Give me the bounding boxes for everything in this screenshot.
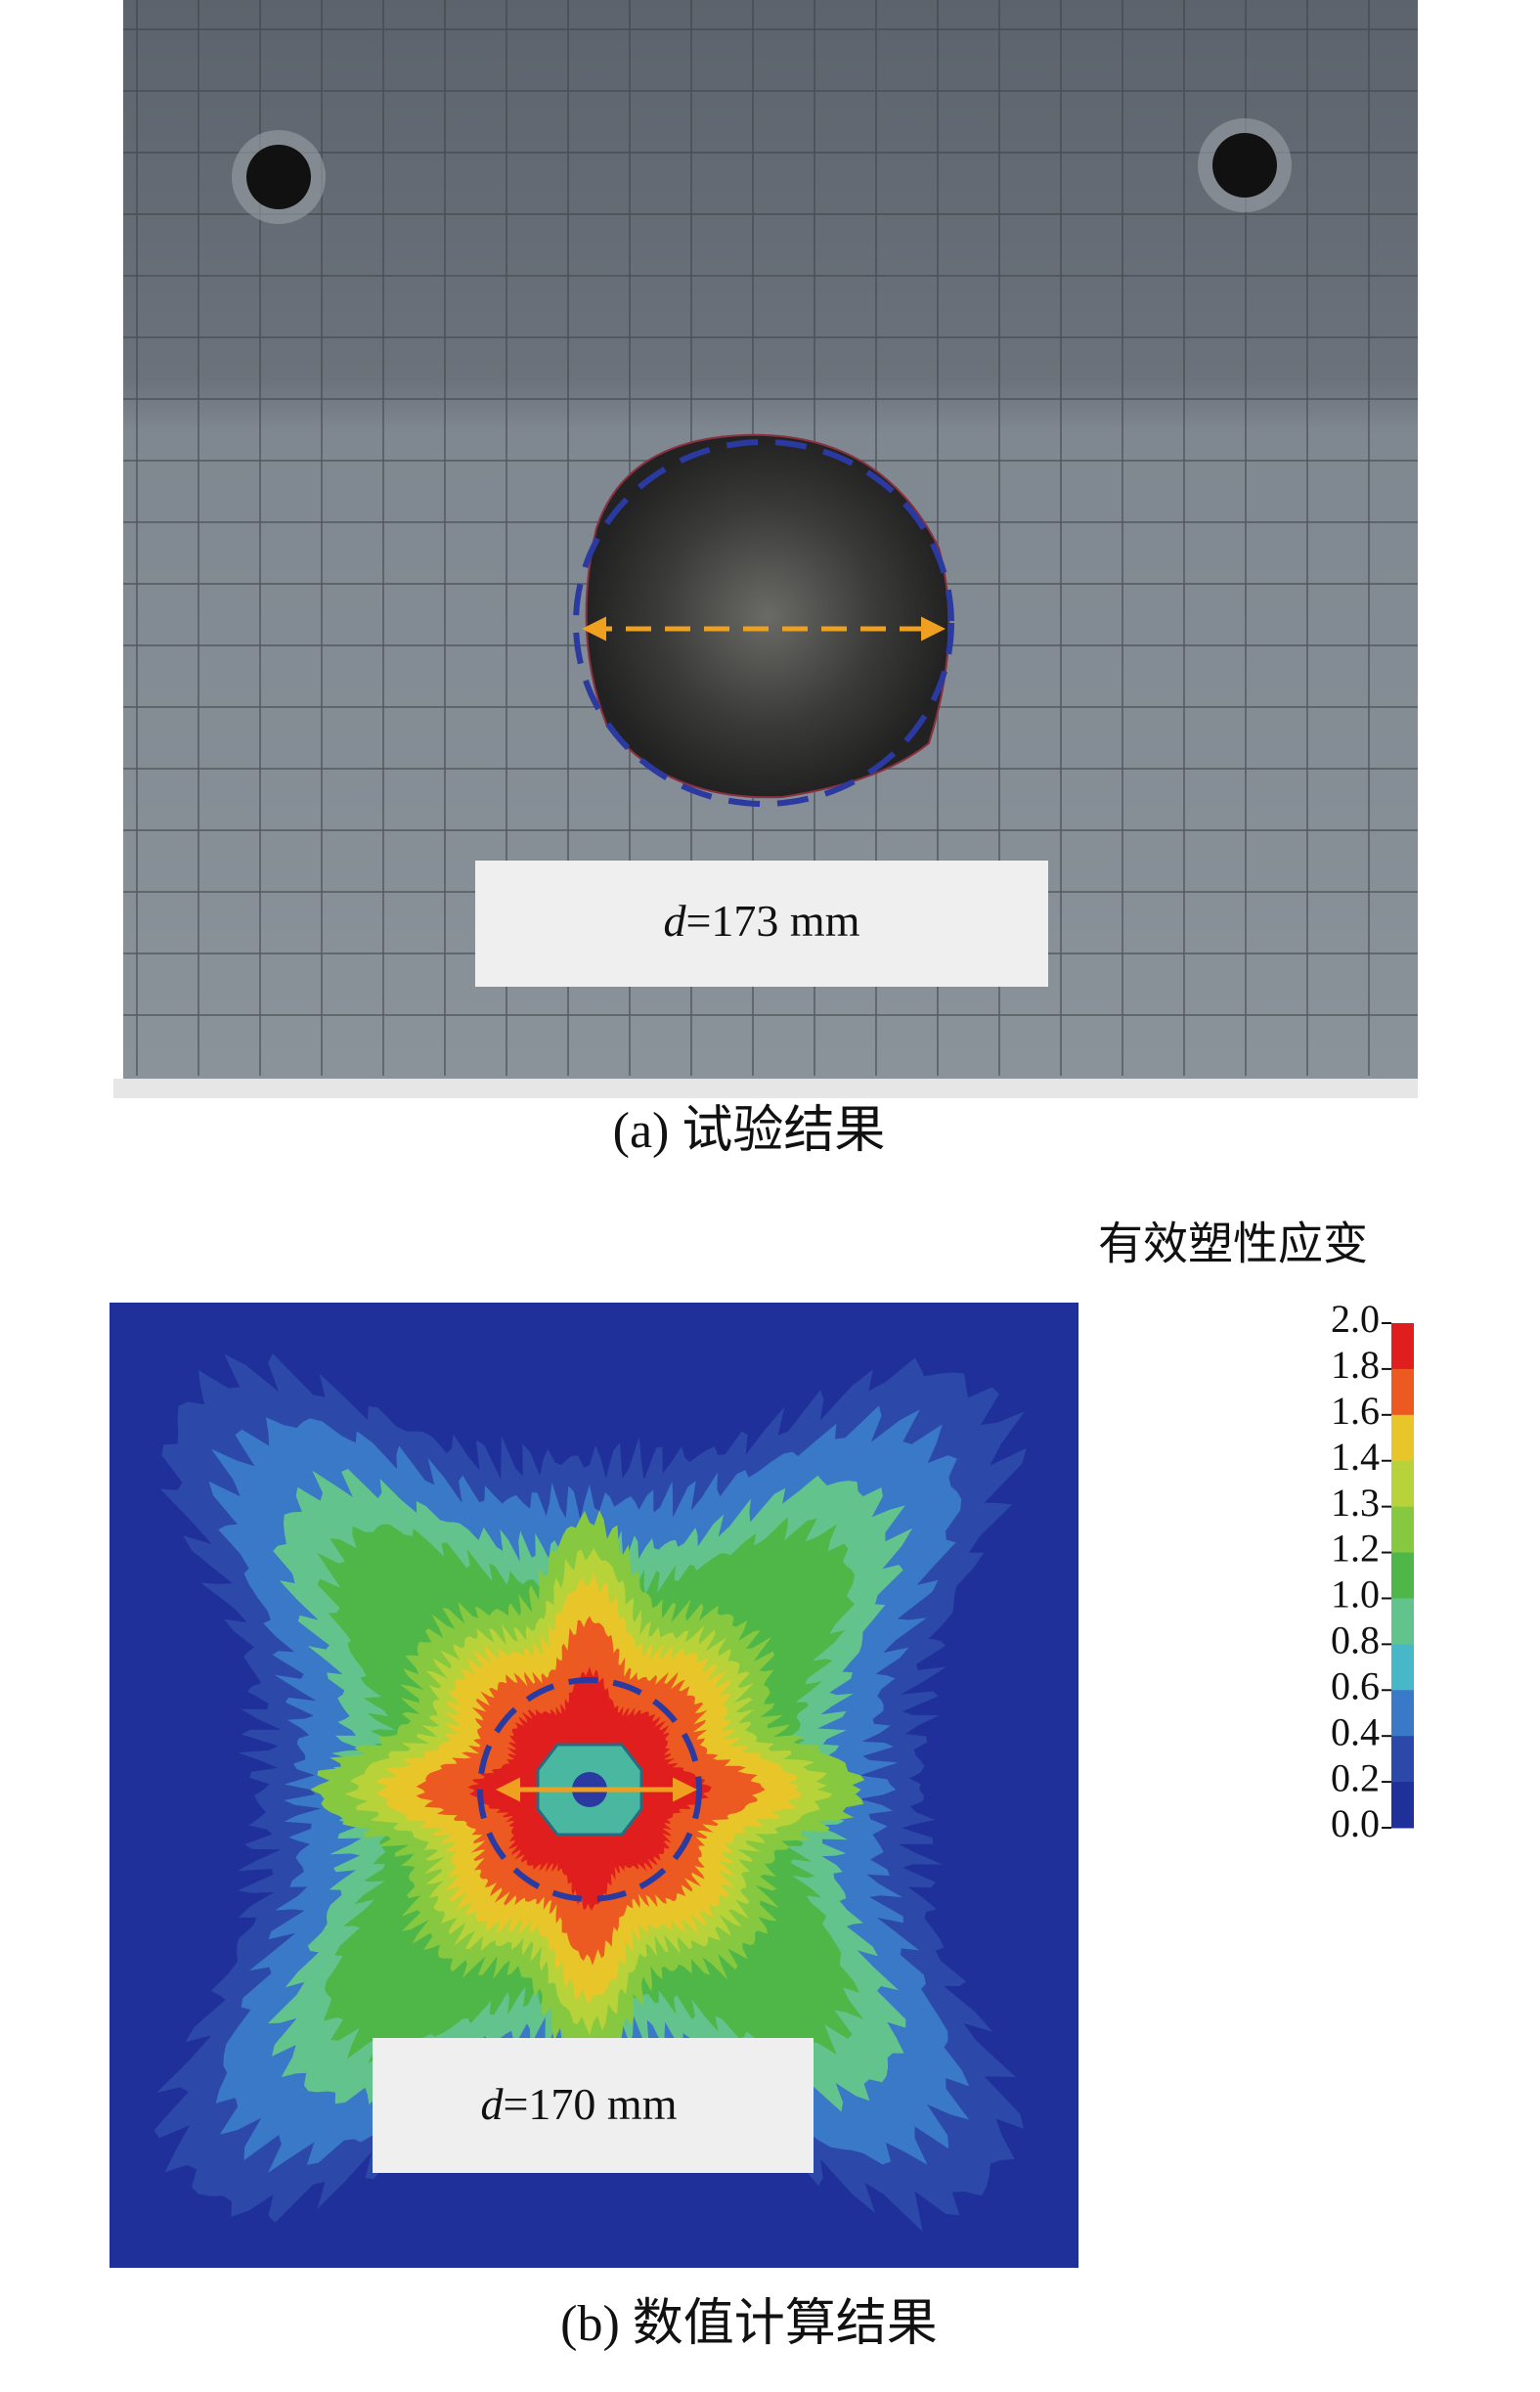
colorbar-band xyxy=(1391,1414,1414,1462)
colorbar-tick-label: 0.2 xyxy=(1331,1755,1380,1799)
colorbar-band xyxy=(1391,1506,1414,1554)
colorbar-tick-label: 1.8 xyxy=(1331,1343,1380,1387)
colorbar-tick-label: 2.0 xyxy=(1331,1297,1380,1341)
photo: d=173 mm xyxy=(113,0,1418,1098)
colorbar-band xyxy=(1391,1460,1414,1508)
colorbar-tick-label: 1.6 xyxy=(1331,1389,1380,1433)
colorbar-band xyxy=(1391,1598,1414,1645)
label-a: d=173 mm xyxy=(663,896,859,946)
colorbar-band xyxy=(1391,1368,1414,1416)
contour-overlay: d=170 mm xyxy=(373,1677,814,2173)
label-value: =170 mm xyxy=(503,2079,677,2129)
colorbar-tick-label: 1.0 xyxy=(1331,1573,1380,1617)
colorbar-band xyxy=(1391,1552,1414,1599)
colorbar-band xyxy=(1391,1323,1414,1370)
label-var: d xyxy=(480,2079,504,2129)
colorbar-band xyxy=(1391,1690,1414,1737)
colorbar-tick-label: 0.6 xyxy=(1331,1663,1380,1707)
colorbar-tick-label: 0.8 xyxy=(1331,1618,1380,1662)
label-var: d xyxy=(663,896,686,946)
colorbar-band xyxy=(1391,1782,1414,1829)
colorbar-tick-label: 1.3 xyxy=(1331,1481,1380,1525)
colorbar: 2.01.81.61.41.31.21.00.80.60.40.20.0 xyxy=(1331,1297,1414,1845)
caption-a: (a) 试验结果 xyxy=(613,1103,886,1159)
colorbar-tick-label: 1.2 xyxy=(1331,1527,1380,1571)
caption-b: (b) 数值计算结果 xyxy=(560,2296,938,2352)
colorbar-band xyxy=(1391,1644,1414,1691)
label-b: d=170 mm xyxy=(480,2079,677,2129)
label-value: =173 mm xyxy=(685,896,859,946)
colorbar-tick-label: 1.4 xyxy=(1331,1435,1380,1479)
colorbar-tick-label: 0.4 xyxy=(1331,1709,1380,1753)
colorbar-title: 有效塑性应变 xyxy=(1098,1219,1368,1269)
colorbar-band xyxy=(1391,1736,1414,1783)
colorbar-tick-label: 0.0 xyxy=(1331,1801,1380,1845)
